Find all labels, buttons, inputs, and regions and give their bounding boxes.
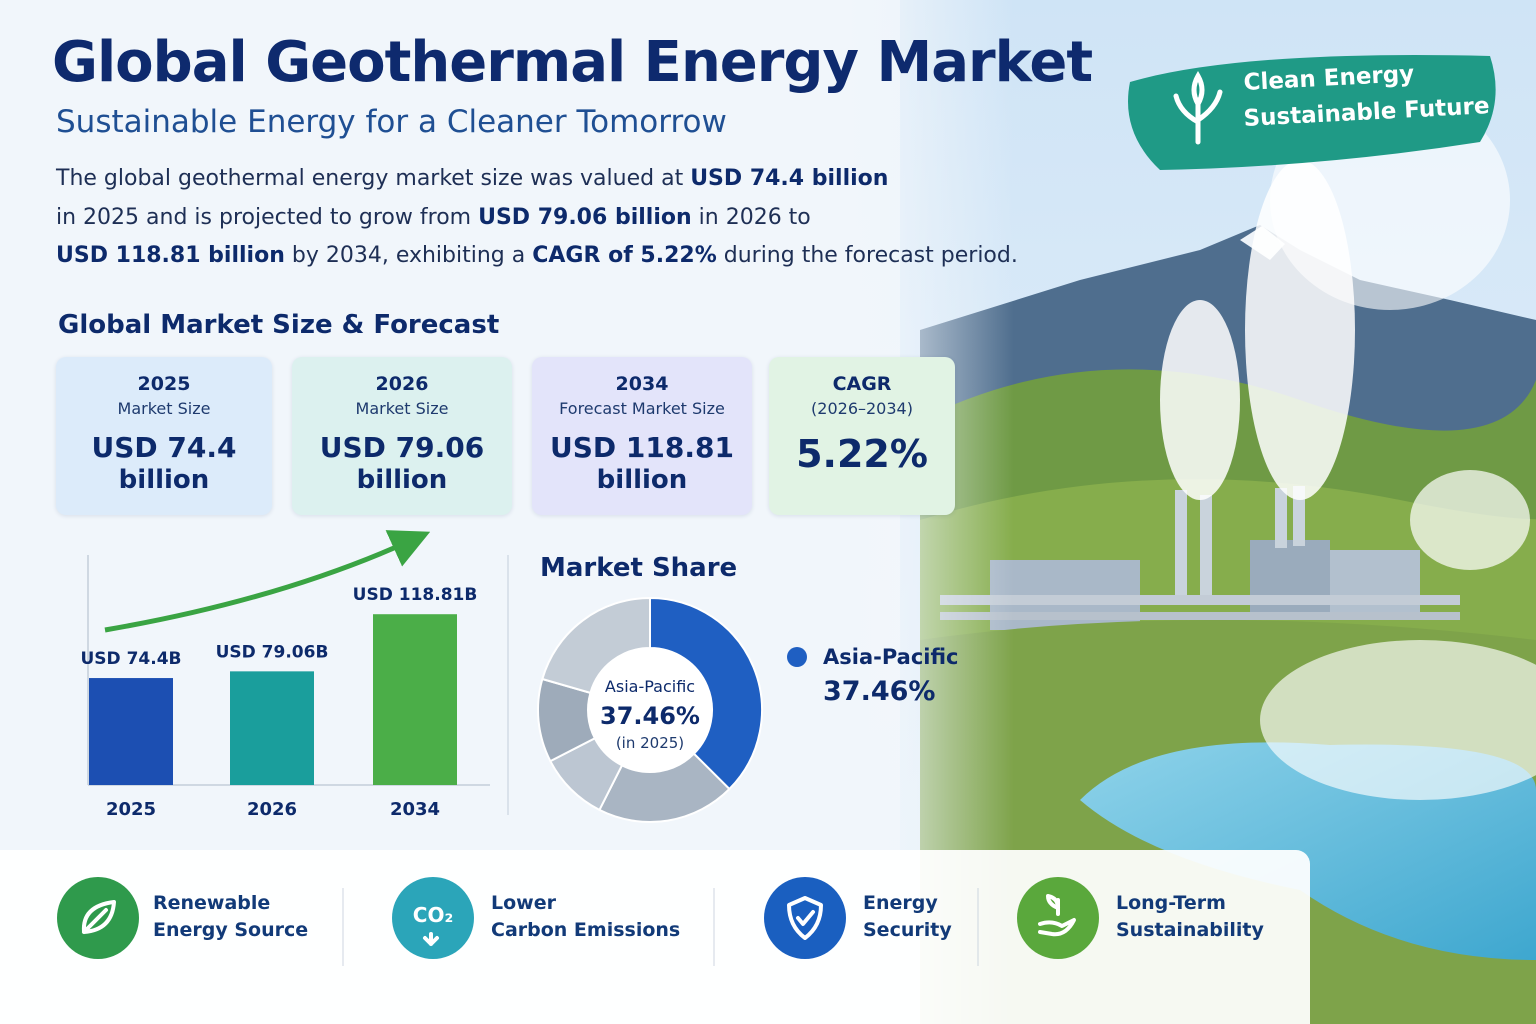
card-unit: billion bbox=[356, 465, 448, 495]
center-category: Asia-Pacific bbox=[605, 677, 695, 696]
page-subtitle: Sustainable Energy for a Cleaner Tomorro… bbox=[56, 104, 727, 140]
feature-label: Renewable Energy Source bbox=[153, 890, 308, 944]
bar bbox=[373, 614, 457, 785]
legend-value: 37.46% bbox=[823, 676, 935, 707]
feature-label-line: Energy bbox=[863, 892, 938, 914]
bar-value-label: USD 74.4B bbox=[81, 649, 182, 669]
feature-label-line: Lower bbox=[491, 892, 556, 914]
chart-title: Market Share bbox=[540, 553, 737, 583]
x-tick-label: 2025 bbox=[106, 799, 156, 820]
legend-label: Asia-Pacific bbox=[823, 645, 959, 669]
center-note: (in 2025) bbox=[616, 734, 684, 752]
x-tick-label: 2034 bbox=[390, 799, 440, 820]
card-heading: 2025 bbox=[137, 373, 191, 395]
feature-icon-glyph bbox=[423, 932, 439, 946]
page-title: Global Geothermal Energy Market bbox=[52, 30, 1093, 95]
feature-icon-glyph bbox=[81, 900, 116, 934]
text-run: during the forecast period. bbox=[716, 243, 1018, 268]
bar-value-label: USD 118.81B bbox=[353, 585, 478, 605]
donut-hole bbox=[588, 648, 712, 772]
feature-icon-text: CO₂ bbox=[413, 903, 453, 927]
summary-line: The global geothermal energy market size… bbox=[56, 160, 1018, 199]
highlight: USD 79.06 billion bbox=[478, 204, 692, 230]
card-value: USD 118.81 bbox=[550, 431, 734, 464]
card-unit: billion bbox=[596, 465, 688, 495]
section-title: Global Market Size & Forecast bbox=[58, 310, 500, 340]
center-value: 37.46% bbox=[600, 702, 700, 730]
feature-icon-circle bbox=[392, 877, 474, 959]
feature-icon-glyph bbox=[787, 896, 823, 940]
feature-icon-circle bbox=[764, 877, 846, 959]
stat-card: CAGR (2026–2034) 5.22% bbox=[769, 357, 955, 515]
feature-icon-glyph bbox=[1038, 894, 1076, 937]
stat-card: 2025 Market Size USD 74.4 billion bbox=[56, 357, 272, 515]
feature-icons: CO₂ bbox=[57, 877, 1099, 966]
summary-paragraph: The global geothermal energy market size… bbox=[56, 160, 1018, 276]
feature-label-line: Security bbox=[863, 919, 952, 941]
legend-swatch bbox=[787, 647, 807, 667]
card-value: 5.22% bbox=[796, 432, 928, 476]
stat-card: 2026 Market Size USD 79.06 billion bbox=[292, 357, 512, 515]
text-run: The global geothermal energy market size… bbox=[56, 166, 691, 191]
highlight: USD 74.4 billion bbox=[690, 166, 889, 191]
highlight: USD 118.81 billion bbox=[56, 243, 285, 268]
card-label: Forecast Market Size bbox=[559, 399, 725, 418]
text-run: in 2026 to bbox=[691, 204, 811, 230]
card-value: USD 74.4 bbox=[91, 431, 237, 464]
badge-brush bbox=[1128, 55, 1496, 171]
feature-label-line: Renewable bbox=[153, 892, 271, 914]
feature-icon-circle bbox=[1017, 877, 1099, 959]
card-heading: 2026 bbox=[375, 373, 429, 395]
text-run: in 2025 and is projected to grow from bbox=[56, 204, 479, 230]
card-heading: CAGR bbox=[832, 373, 892, 395]
growth-arrow bbox=[104, 530, 431, 633]
bar bbox=[89, 678, 173, 785]
feature-label-line: Long-Term bbox=[1116, 892, 1226, 914]
feature-label-line: Carbon Emissions bbox=[491, 919, 681, 941]
feature-label: Energy Security bbox=[863, 890, 952, 944]
bar-value-label: USD 79.06B bbox=[216, 642, 329, 662]
feature-label-line: Sustainability bbox=[1116, 919, 1264, 941]
feature-label-line: Energy Source bbox=[153, 919, 309, 941]
text-run: by 2034, exhibiting a bbox=[284, 243, 533, 268]
card-label: Market Size bbox=[117, 399, 211, 418]
x-tick-label: 2026 bbox=[247, 799, 297, 820]
summary-line: in 2025 and is projected to grow from US… bbox=[56, 199, 1018, 238]
stat-card: 2034 Forecast Market Size USD 118.81 billio… bbox=[532, 357, 752, 515]
highlight: CAGR of 5.22% bbox=[532, 243, 717, 268]
card-label: (2026–2034) bbox=[811, 399, 913, 418]
card-value: USD 79.06 bbox=[319, 431, 485, 464]
bar bbox=[230, 671, 314, 785]
card-label: Market Size bbox=[355, 399, 449, 418]
badge: Clean Energy Sustainable Future bbox=[1128, 55, 1496, 171]
feature-label: Lower Carbon Emissions bbox=[491, 890, 680, 944]
badge-icon bbox=[1173, 70, 1223, 145]
feature-band: CO₂ Renewable Energy Source Lower Carbon Em… bbox=[0, 850, 1310, 1024]
card-unit: billion bbox=[118, 465, 210, 495]
card-heading: 2034 bbox=[615, 373, 669, 395]
summary-line: USD 118.81 billion by 2034, exhibiting a… bbox=[56, 237, 1018, 276]
feature-label: Long-Term Sustainability bbox=[1116, 890, 1264, 944]
